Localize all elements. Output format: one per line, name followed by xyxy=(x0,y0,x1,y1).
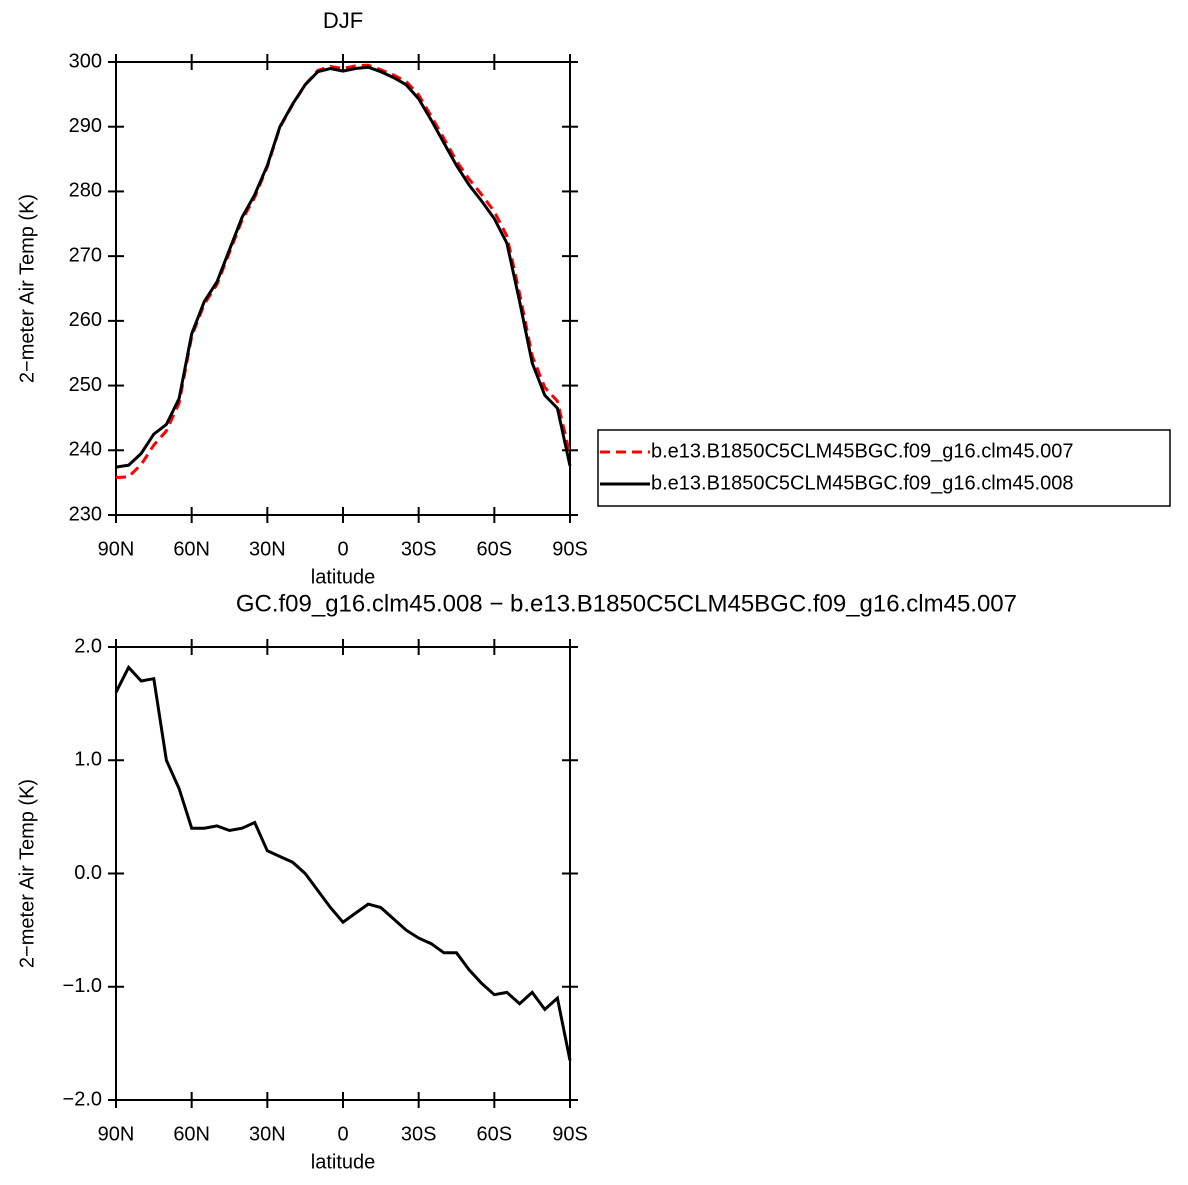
y-tick-label: 280 xyxy=(69,180,102,202)
y-tick-label: 250 xyxy=(69,374,102,396)
y-axis-label: 2−meter Air Temp (K) xyxy=(16,194,38,383)
x-tick-label: 60S xyxy=(477,538,513,560)
x-tick-label: 30N xyxy=(249,538,286,560)
y-tick-label: −2.0 xyxy=(63,1088,102,1110)
y-tick-label: 270 xyxy=(69,244,102,266)
plot-frame xyxy=(115,61,571,516)
chart-title: GC.f09_g16.clm45.008 − b.e13.B1850C5CLM4… xyxy=(236,590,1017,617)
legend-label: b.e13.B1850C5CLM45BGC.f09_g16.clm45.008 xyxy=(651,472,1074,494)
legend-label: b.e13.B1850C5CLM45BGC.f09_g16.clm45.007 xyxy=(651,440,1074,462)
x-tick-label: 90N xyxy=(98,1123,135,1145)
x-tick-label: 0 xyxy=(337,538,348,560)
y-tick-label: 2.0 xyxy=(74,635,102,657)
chart-title: DJF xyxy=(323,8,363,33)
y-tick-label: 290 xyxy=(69,115,102,137)
x-tick-label: 30N xyxy=(249,1123,286,1145)
x-tick-label: 90S xyxy=(552,538,588,560)
x-tick-label: 90N xyxy=(98,538,135,560)
x-tick-label: 0 xyxy=(337,1123,348,1145)
y-tick-label: 230 xyxy=(69,503,102,525)
y-tick-label: 1.0 xyxy=(74,749,102,771)
x-tick-label: 30S xyxy=(401,1123,437,1145)
x-axis-label: latitude xyxy=(311,1151,376,1173)
y-axis-label: 2−meter Air Temp (K) xyxy=(16,779,38,968)
y-tick-label: 300 xyxy=(69,50,102,72)
x-tick-label: 60N xyxy=(173,538,210,560)
x-tick-label: 30S xyxy=(401,538,437,560)
y-tick-label: 240 xyxy=(69,439,102,461)
data-line xyxy=(114,664,572,1061)
y-tick-label: 0.0 xyxy=(74,862,102,884)
y-tick-label: −1.0 xyxy=(63,975,102,997)
y-tick-label: 260 xyxy=(69,309,102,331)
plot-frame xyxy=(115,646,571,1101)
x-tick-label: 60N xyxy=(173,1123,210,1145)
x-axis-label: latitude xyxy=(311,566,376,588)
x-tick-label: 90S xyxy=(552,1123,588,1145)
data-line xyxy=(115,63,572,479)
legend-box xyxy=(597,429,1171,507)
data-line xyxy=(115,65,572,469)
x-tick-label: 60S xyxy=(477,1123,513,1145)
